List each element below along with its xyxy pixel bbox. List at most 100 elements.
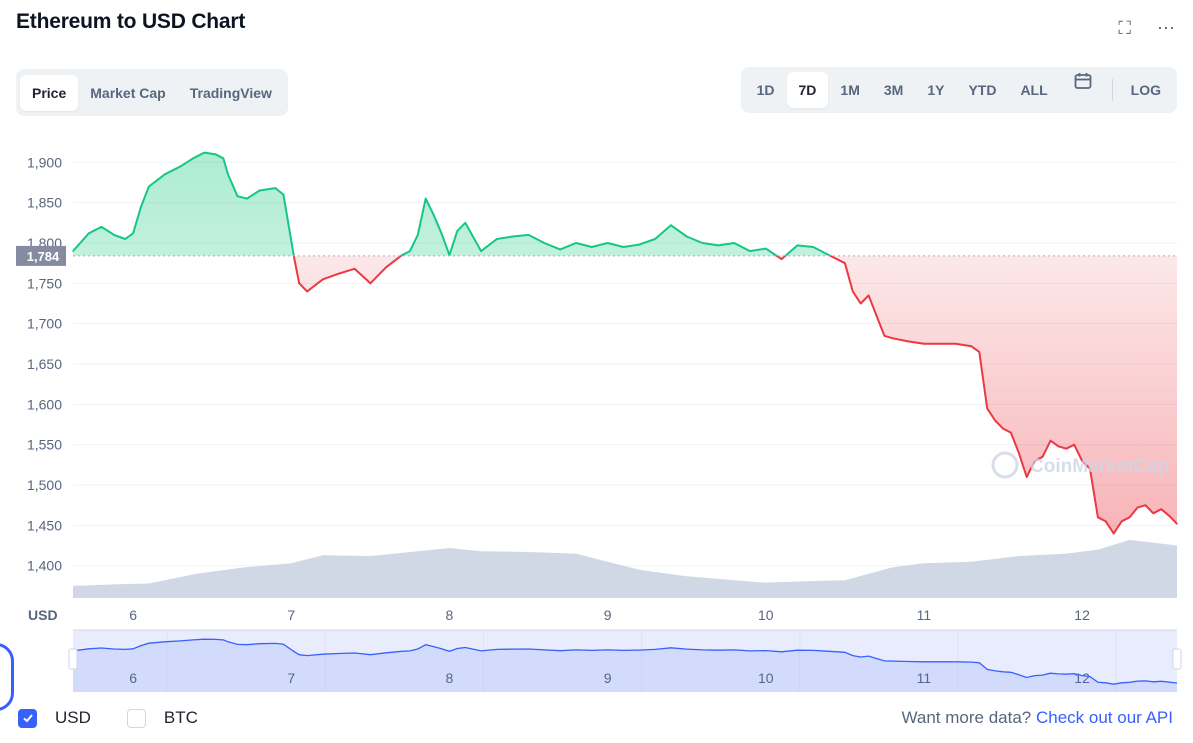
price-point bbox=[322, 278, 324, 281]
navigator-line bbox=[72, 638, 1178, 685]
btc-checkbox[interactable] bbox=[126, 708, 146, 728]
navigator-label: 8 bbox=[446, 670, 454, 686]
price-point bbox=[306, 290, 308, 293]
price-point bbox=[859, 302, 862, 305]
price-point bbox=[1049, 439, 1052, 442]
range-divider bbox=[1111, 79, 1113, 101]
price-point bbox=[337, 272, 340, 275]
price-point bbox=[1160, 508, 1162, 511]
tab-price[interactable]: Price bbox=[20, 74, 79, 111]
price-point bbox=[575, 242, 577, 244]
range-1m[interactable]: 1M bbox=[840, 82, 860, 98]
price-point bbox=[1018, 451, 1020, 454]
price-point bbox=[978, 351, 981, 353]
price-point bbox=[417, 234, 419, 236]
price-point bbox=[1033, 460, 1036, 462]
price-point bbox=[812, 246, 815, 248]
side-widget-icon[interactable] bbox=[0, 643, 14, 711]
price-point bbox=[1168, 514, 1170, 517]
price-point bbox=[749, 250, 751, 252]
price-point bbox=[685, 235, 688, 238]
range-7d[interactable]: 7D bbox=[786, 72, 829, 108]
range-3m[interactable]: 3M bbox=[883, 82, 904, 98]
header-actions: ⛶ ⋯ bbox=[1118, 18, 1175, 39]
price-point bbox=[203, 151, 206, 154]
log-scale-toggle[interactable]: LOG bbox=[1130, 82, 1161, 98]
price-point bbox=[369, 282, 372, 285]
tab-market-cap[interactable]: Market Cap bbox=[90, 84, 166, 101]
navigator-handle-left[interactable] bbox=[68, 648, 78, 670]
y-tick-label: 1,900 bbox=[27, 154, 62, 170]
range-1d[interactable]: 1D bbox=[756, 82, 775, 98]
reference-badge bbox=[16, 245, 66, 266]
price-line-up bbox=[73, 151, 833, 256]
price-line-down bbox=[292, 255, 1177, 535]
y-tick-label: 1,650 bbox=[27, 356, 62, 372]
price-point bbox=[274, 187, 277, 189]
price-point bbox=[764, 247, 767, 250]
usd-label: USD bbox=[55, 708, 91, 727]
api-link[interactable]: Check out our API bbox=[1035, 708, 1173, 727]
price-point bbox=[1065, 447, 1068, 450]
navigator-handle-right[interactable] bbox=[1172, 648, 1182, 670]
x-tick-label: 8 bbox=[446, 607, 454, 623]
price-point bbox=[293, 258, 296, 260]
usd-checkbox[interactable] bbox=[18, 708, 37, 728]
price-point bbox=[440, 232, 443, 235]
btc-label: BTC bbox=[163, 708, 198, 727]
price-point bbox=[214, 153, 217, 156]
price-point bbox=[113, 234, 115, 236]
price-point bbox=[353, 268, 356, 270]
price-point bbox=[140, 205, 142, 208]
price-point bbox=[1089, 468, 1091, 470]
price-point bbox=[1081, 460, 1083, 462]
axis-currency-label: USD bbox=[28, 607, 58, 623]
price-point bbox=[385, 266, 387, 268]
expand-icon[interactable]: ⛶ bbox=[1118, 18, 1131, 38]
navigator-background bbox=[73, 630, 1177, 692]
price-point bbox=[480, 250, 482, 252]
price-point bbox=[148, 185, 150, 188]
tab-tradingview[interactable]: TradingView bbox=[189, 84, 272, 101]
range-ytd[interactable]: YTD bbox=[968, 82, 997, 98]
price-point bbox=[559, 248, 561, 251]
price-point bbox=[780, 258, 783, 260]
price-point bbox=[1136, 506, 1139, 509]
price-point bbox=[670, 224, 672, 227]
price-point bbox=[543, 242, 546, 244]
price-point bbox=[954, 343, 957, 345]
price-point bbox=[1112, 532, 1115, 535]
price-chart[interactable]: 1,9001,8501,8001,7501,7001,6501,6001,550… bbox=[0, 0, 1193, 700]
price-point bbox=[1057, 445, 1060, 448]
calendar-icon bbox=[1074, 73, 1092, 89]
api-promo: Want more data? Check out our API bbox=[901, 708, 1173, 728]
price-point bbox=[132, 232, 134, 235]
volume-area bbox=[73, 539, 1177, 598]
calendar-button[interactable] bbox=[1060, 72, 1106, 108]
y-tick-label: 1,400 bbox=[27, 558, 62, 574]
price-point bbox=[923, 343, 925, 345]
price-point bbox=[464, 222, 467, 224]
price-point bbox=[875, 314, 878, 317]
price-point bbox=[1002, 427, 1004, 430]
navigator-label: 9 bbox=[604, 670, 612, 686]
more-icon[interactable]: ⋯ bbox=[1157, 18, 1175, 38]
price-point bbox=[907, 340, 909, 343]
price-area-down bbox=[73, 255, 1177, 534]
y-tick-label: 1,600 bbox=[27, 396, 62, 412]
price-point bbox=[298, 282, 300, 285]
x-tick-label: 7 bbox=[287, 607, 295, 623]
x-tick-label: 6 bbox=[129, 607, 137, 623]
price-point bbox=[1010, 431, 1012, 434]
price-point bbox=[511, 235, 514, 238]
watermark-logo-icon bbox=[991, 451, 1019, 479]
price-point bbox=[1041, 456, 1044, 458]
navigator-label: 7 bbox=[287, 670, 295, 686]
price-point bbox=[701, 242, 704, 244]
price-point bbox=[192, 157, 195, 160]
price-point bbox=[246, 197, 248, 200]
range-1y[interactable]: 1Y bbox=[927, 82, 945, 98]
price-point bbox=[733, 242, 735, 244]
price-point bbox=[236, 195, 239, 197]
range-all[interactable]: ALL bbox=[1020, 82, 1048, 98]
